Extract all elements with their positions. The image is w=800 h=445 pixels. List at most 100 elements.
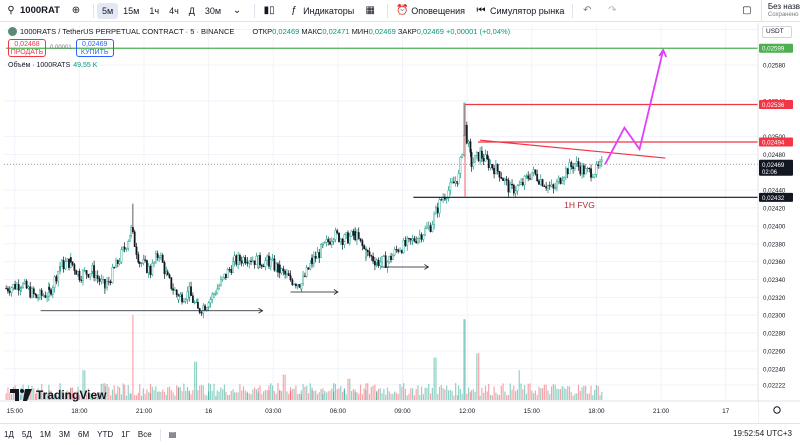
volume-bar [576,393,578,400]
candle-body [102,279,104,281]
volume-bar [322,394,324,400]
volume-bar [255,389,258,400]
volume-bar [242,386,245,400]
candle-body [127,241,130,249]
volume-bar [215,395,217,400]
sell-button[interactable]: 0,02468 ПРОДАТЬ [8,39,46,57]
alerts-button[interactable]: ⏰ Оповещения [396,4,465,16]
chart-type-button[interactable]: ▮▯ [258,0,283,22]
volume-bar [594,389,596,400]
candle-body [417,237,419,243]
volume-bar [71,387,74,400]
volume-bar [134,394,136,400]
candle-body [463,135,465,156]
layout-name[interactable]: Без назв Сохранено [760,0,800,22]
volume-bar [259,385,261,400]
volume-bar [271,385,274,400]
volume-bar [552,384,554,400]
candle-body [182,301,185,303]
redo-button[interactable]: ↷ [601,0,626,22]
interval-30m[interactable]: 30м [204,5,222,16]
candle-body [177,296,180,300]
countdown-label: 02:06 [762,170,778,176]
range-all[interactable]: Все [137,430,152,439]
interval-1d[interactable]: Д [188,5,195,16]
volume-bar [488,383,490,400]
square-icon: ▢ [742,5,752,16]
volume-bar [37,388,39,400]
interval-15m[interactable]: 15м [123,5,140,16]
volume-bar [186,386,189,400]
candle-body [289,275,292,281]
candle-body [426,226,428,229]
range-1y[interactable]: 1Г [121,430,130,439]
range-3m[interactable]: 3М [58,430,70,439]
candle-body [440,199,443,201]
volume-bar [59,389,61,400]
range-ytd[interactable]: YTD [97,430,114,439]
volume-bar [386,387,389,400]
volume-bar [358,393,360,400]
price-tick-label: 0,02480 [763,152,786,159]
time-tick-label: 21:00 [653,408,670,415]
settings-gear-icon[interactable] [773,406,781,414]
volume-bar [160,391,162,400]
range-5d[interactable]: 5Д [21,430,32,439]
candle-body [255,256,258,265]
candle-body [29,286,32,298]
volume-bar [93,393,95,400]
symbol-search[interactable]: ⚲ 1000RAT [0,0,65,22]
interval-dropdown[interactable]: ⌄ [226,0,251,22]
candle-body [449,182,452,191]
candle-body [77,271,79,275]
candle-body [20,287,23,290]
volume-bar [559,388,562,400]
volume-bar [410,388,412,400]
volume-bar [451,390,453,400]
grid-icon: ▦ [365,4,375,16]
candle-body [372,256,375,262]
range-1d[interactable]: 1Д [4,430,14,439]
volume-bar [455,383,457,400]
candle-body [25,280,28,289]
volume-bar [157,391,159,400]
layout-button[interactable]: ▢ [736,0,761,22]
price-tick-label: 0,02400 [763,223,786,230]
candle-body [27,286,30,289]
volume-bar [370,386,372,400]
candle-body [209,299,212,304]
volume-bar [200,384,203,400]
undo-button[interactable]: ↶ [576,0,601,22]
price-chart[interactable]: 1H FVG0,026200,025800,025400,025000,0248… [0,23,800,423]
interval-1h[interactable]: 1ч [149,5,160,16]
candle-body [391,254,394,260]
indicators-button[interactable]: ƒ Индикаторы [283,0,359,22]
range-1m[interactable]: 1М [39,430,51,439]
candle-body [487,158,490,169]
volume-bar [554,384,556,400]
compare-button[interactable]: ⊕ [65,0,90,22]
volume-bar [57,395,59,400]
candle-body [532,169,535,173]
volume-bar [235,392,237,400]
candle-body [59,266,61,268]
interval-5m[interactable]: 5м [96,2,119,19]
interval-4h[interactable]: 4ч [169,5,179,16]
volume-bar [469,392,472,400]
buy-button[interactable]: 0,02469 КУПИТЬ [75,39,114,57]
volume-bar [130,393,132,400]
candle-body [174,289,176,291]
templates-button[interactable]: ▦ [359,0,384,22]
volume-bar [543,384,545,400]
volume-bar [233,392,236,400]
volume-bar [570,392,572,400]
volume-bar [167,387,169,400]
candle-body [147,266,150,273]
candle-body [521,182,524,186]
clock[interactable]: 19:52:54 UTC+3 [733,429,792,438]
replay-button[interactable]: ⏮ Симулятор рынка [476,4,565,16]
currency-select[interactable]: USDT [762,26,792,38]
chart-pane[interactable]: 1H FVG0,026200,025800,025400,025000,0248… [0,23,800,423]
goto-date-button[interactable]: ▤ [165,430,181,439]
range-6m[interactable]: 6М [78,430,90,439]
